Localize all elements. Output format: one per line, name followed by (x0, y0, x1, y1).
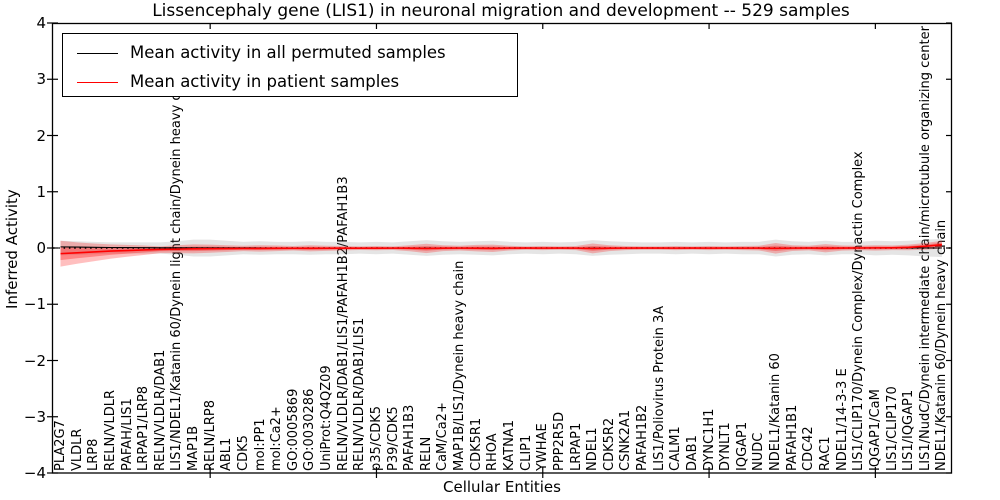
legend-item-permuted: Mean activity in all permuted samples (77, 43, 446, 63)
permuted-line-swatch (77, 52, 118, 54)
patient-band-inner (60, 242, 942, 261)
x-category-label: CALM1 (668, 426, 684, 471)
y-tick-label: −2 (23, 351, 46, 370)
legend-label-patient: Mean activity in patient samples (130, 72, 400, 91)
x-category-label: LRP8 (86, 438, 102, 471)
x-axis-label: Cellular Entities (443, 478, 561, 496)
x-category-label: NDEL1/Katanin 60/Dynein heavy chain (934, 219, 950, 471)
y-tick-label: 4 (36, 14, 46, 32)
x-category-label: LIS1/CLIP170 (884, 386, 900, 471)
x-category-label: KATNA1 (502, 419, 517, 471)
x-category-label: LIS1/NDEL1/Katanin 60/Dynein light chain… (169, 65, 185, 471)
x-category-label: GO:0030286 (302, 388, 318, 471)
x-category-label: DAB1 (684, 435, 700, 471)
x-category-label: CDK5 (235, 435, 251, 471)
x-category-label: RELN/VLDLR (102, 389, 118, 471)
x-category-label: NDEL1/14-3-3 E (834, 368, 850, 471)
x-category-label: MAP1B (186, 425, 202, 471)
x-category-label: P39/CDK5 (385, 406, 401, 471)
x-category-label: DYNLT1 (718, 422, 734, 471)
x-category-label: NUDC (751, 432, 767, 471)
x-category-label: LIS1/NudC/Dynein intermediate chain/micr… (917, 26, 933, 471)
permuted-mean-line (60, 246, 942, 249)
x-category-label: PAFAH1B1 (784, 404, 800, 471)
x-category-label: CSNK2A1 (618, 409, 634, 471)
x-category-label: LIS1/CLIP170/Dynein Complex/Dynactin Com… (851, 151, 867, 471)
y-tick-label: −3 (23, 407, 46, 426)
x-category-label: LIS1/IQGAP1 (901, 389, 917, 471)
x-category-label: CDK5R1 (468, 417, 484, 471)
x-category-label: NDEL1/Katanin 60 (768, 353, 784, 471)
x-category-label: CLIP1 (518, 434, 534, 471)
x-category-label: mol:PP1 (252, 418, 268, 471)
x-category-label: DYNC1H1 (701, 408, 717, 471)
patient-band-outer (60, 240, 942, 267)
legend: Mean activity in all permuted samples Me… (62, 33, 518, 97)
x-category-label: UniProt:Q4QZ09 (319, 365, 335, 471)
x-category-label: PAFAH/LIS1 (119, 398, 135, 471)
x-category-label: IQGAP1 (734, 421, 750, 471)
x-category-label: CDK5R2 (601, 417, 617, 471)
x-category-label: RELN/VLDLR/DAB1 (152, 349, 168, 471)
legend-item-patient: Mean activity in patient samples (77, 72, 399, 92)
x-category-label: VLDLR (69, 428, 85, 471)
x-category-label: PPP2R5D (551, 411, 567, 471)
x-category-label: LRPAP1 (568, 422, 584, 471)
y-tick-label: 3 (36, 70, 46, 89)
y-tick-label: 1 (36, 182, 46, 201)
x-category-label: ABL1 (219, 437, 235, 471)
x-category-label: RAC1 (817, 436, 833, 471)
patient-mean-line (60, 243, 942, 255)
legend-label-permuted: Mean activity in all permuted samples (130, 43, 446, 62)
x-category-label: p35/CDK5 (368, 405, 384, 471)
x-category-label: PAFAH1B2 (635, 404, 651, 471)
y-tick-label: 0 (36, 239, 46, 257)
x-category-label: YWHAE (535, 423, 551, 471)
x-category-label: PAFAH1B3 (402, 404, 418, 471)
chart-title: Lissencephaly gene (LIS1) in neuronal mi… (152, 1, 850, 21)
permuted-band (60, 239, 942, 257)
x-category-label: NDEL1 (585, 427, 601, 471)
x-category-label: RELN/VLDLR/DAB1/LIS1/PAFAH1B2/PAFAH1B3 (335, 176, 351, 471)
x-category-label: RHOA (485, 433, 501, 471)
patient-line-swatch (77, 81, 118, 83)
y-tick-label: 2 (36, 126, 46, 145)
x-category-label: mol:Ca2+ (269, 406, 285, 471)
x-category-label: MAP1B/LIS1/Dynein heavy chain (452, 260, 468, 471)
x-category-label: PLA2G7 (53, 420, 68, 471)
x-category-label: RELN/VLDLR/DAB1/LIS1 (352, 317, 368, 471)
x-category-label: LRPAP1/LRP8 (136, 385, 152, 471)
x-category-label: LIS1/Poliovirus Protein 3A (651, 305, 667, 471)
x-category-label: RELN (418, 436, 434, 471)
x-category-label: GO:0005869 (285, 388, 301, 471)
x-category-label: IQGAP1/CaM (867, 389, 883, 471)
y-tick-label: −1 (23, 295, 46, 314)
x-category-label: CDC42 (801, 426, 817, 471)
x-category-label: CaM/Ca2+ (435, 402, 451, 471)
x-category-label: RELN/LRP8 (202, 400, 218, 471)
y-tick-label: −4 (23, 464, 46, 482)
